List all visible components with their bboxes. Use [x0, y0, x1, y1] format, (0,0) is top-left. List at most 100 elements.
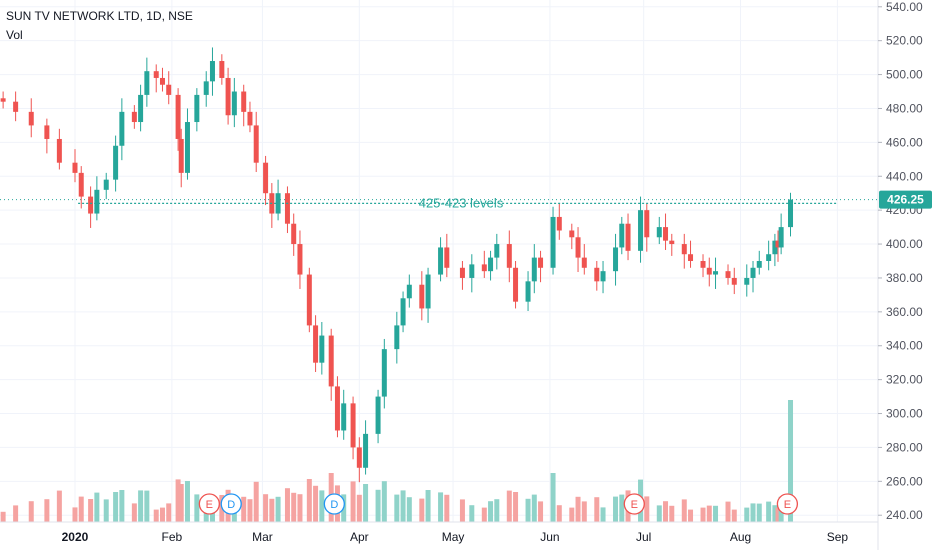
candle-body[interactable] — [663, 227, 669, 241]
candle-body[interactable] — [13, 101, 19, 112]
candle-body[interactable] — [328, 335, 334, 387]
candle-body[interactable] — [756, 261, 762, 268]
candle-body[interactable] — [569, 230, 575, 238]
candle-body[interactable] — [706, 267, 712, 275]
candle-body[interactable] — [72, 162, 78, 173]
candle-body[interactable] — [494, 244, 500, 258]
candle-body[interactable] — [531, 257, 537, 282]
candle-body[interactable] — [219, 61, 225, 78]
candle-body[interactable] — [550, 216, 556, 268]
candle-body[interactable] — [688, 254, 694, 261]
candle-body[interactable] — [363, 433, 369, 468]
candle-body[interactable] — [656, 227, 662, 238]
candle-body[interactable] — [144, 71, 150, 95]
earnings-marker-circle[interactable] — [198, 493, 220, 515]
candle-body[interactable] — [56, 138, 62, 163]
candle-body[interactable] — [159, 77, 165, 85]
earnings-marker-circle[interactable] — [623, 493, 645, 515]
candle-body[interactable] — [131, 111, 137, 123]
candle-body[interactable] — [425, 274, 431, 309]
candle-body[interactable] — [775, 240, 781, 248]
candle-body[interactable] — [766, 254, 772, 261]
candle-body[interactable] — [313, 325, 319, 363]
candle-body[interactable] — [619, 223, 625, 248]
candle-body[interactable] — [284, 193, 290, 224]
candle-body[interactable] — [103, 179, 109, 190]
candle-body[interactable] — [700, 261, 706, 268]
candle-body[interactable] — [459, 267, 465, 278]
candle-body[interactable] — [356, 447, 362, 468]
candle-body[interactable] — [772, 240, 778, 255]
candle-body[interactable] — [725, 271, 731, 278]
candle-body[interactable] — [438, 247, 444, 275]
candle-body[interactable] — [469, 264, 475, 278]
candle-body[interactable] — [153, 71, 159, 78]
level-annotation[interactable]: 425-423 levels — [419, 195, 504, 210]
candle-body[interactable] — [253, 125, 259, 163]
candle-body[interactable] — [681, 244, 687, 255]
candle-body[interactable] — [613, 247, 619, 272]
candle-body[interactable] — [419, 284, 425, 309]
candle-body[interactable] — [225, 77, 231, 116]
candle-body[interactable] — [0, 98, 6, 102]
candle-body[interactable] — [788, 199, 794, 228]
candle-body[interactable] — [644, 210, 650, 238]
candle-body[interactable] — [506, 244, 512, 268]
price-axis[interactable]: 540.00520.00500.00480.00460.00440.00420.… — [878, 0, 923, 522]
candle-body[interactable] — [113, 145, 119, 180]
candle-body[interactable] — [600, 271, 606, 282]
candle-body[interactable] — [341, 403, 347, 431]
candle-body[interactable] — [194, 94, 200, 123]
candle-body[interactable] — [334, 386, 340, 431]
candle-body[interactable] — [400, 298, 406, 326]
candle-body[interactable] — [750, 267, 756, 278]
candle-body[interactable] — [203, 81, 209, 95]
candle-body[interactable] — [119, 111, 125, 146]
candle-body[interactable] — [275, 193, 281, 214]
candle-body[interactable] — [538, 257, 544, 268]
candle-body[interactable] — [138, 94, 144, 123]
candle-body[interactable] — [306, 274, 312, 326]
candle-body[interactable] — [263, 162, 269, 194]
candle-body[interactable] — [231, 91, 237, 116]
candle-body[interactable] — [375, 396, 381, 434]
candle-body[interactable] — [525, 281, 531, 302]
candle-body[interactable] — [575, 237, 581, 258]
candle-body[interactable] — [178, 138, 184, 173]
candle-body[interactable] — [44, 125, 50, 139]
candle-body[interactable] — [291, 223, 297, 245]
dividend-marker-circle[interactable] — [220, 493, 242, 515]
candle-body[interactable] — [744, 277, 750, 285]
candle-body[interactable] — [488, 257, 494, 272]
candle-body[interactable] — [394, 325, 400, 350]
candle-body[interactable] — [166, 84, 172, 95]
earnings-marker-circle[interactable] — [776, 493, 799, 515]
candle-body[interactable] — [297, 244, 303, 275]
candle-body[interactable] — [319, 335, 325, 363]
candle-body[interactable] — [406, 284, 412, 299]
candle-body[interactable] — [28, 111, 34, 126]
candle-body[interactable] — [556, 216, 562, 231]
candle-body[interactable] — [381, 349, 387, 397]
candle-body[interactable] — [88, 196, 94, 214]
candle-body[interactable] — [444, 247, 450, 268]
candle-body[interactable] — [247, 111, 253, 126]
candle-body[interactable] — [513, 267, 519, 302]
candle-body[interactable] — [669, 240, 675, 245]
candle-body[interactable] — [778, 227, 784, 248]
candle-body[interactable] — [481, 264, 487, 272]
candle-body[interactable] — [184, 122, 190, 173]
candle-body[interactable] — [241, 91, 247, 112]
candle-body[interactable] — [594, 267, 600, 282]
candle-body[interactable] — [713, 271, 719, 275]
candle-body[interactable] — [175, 94, 181, 139]
candle-body[interactable] — [350, 403, 356, 448]
candle-body[interactable] — [625, 223, 631, 251]
candle-body[interactable] — [731, 277, 737, 285]
candle-body[interactable] — [581, 257, 587, 268]
candle-body[interactable] — [209, 61, 215, 82]
candle-body[interactable] — [78, 172, 84, 197]
dividend-marker-circle[interactable] — [323, 493, 345, 515]
